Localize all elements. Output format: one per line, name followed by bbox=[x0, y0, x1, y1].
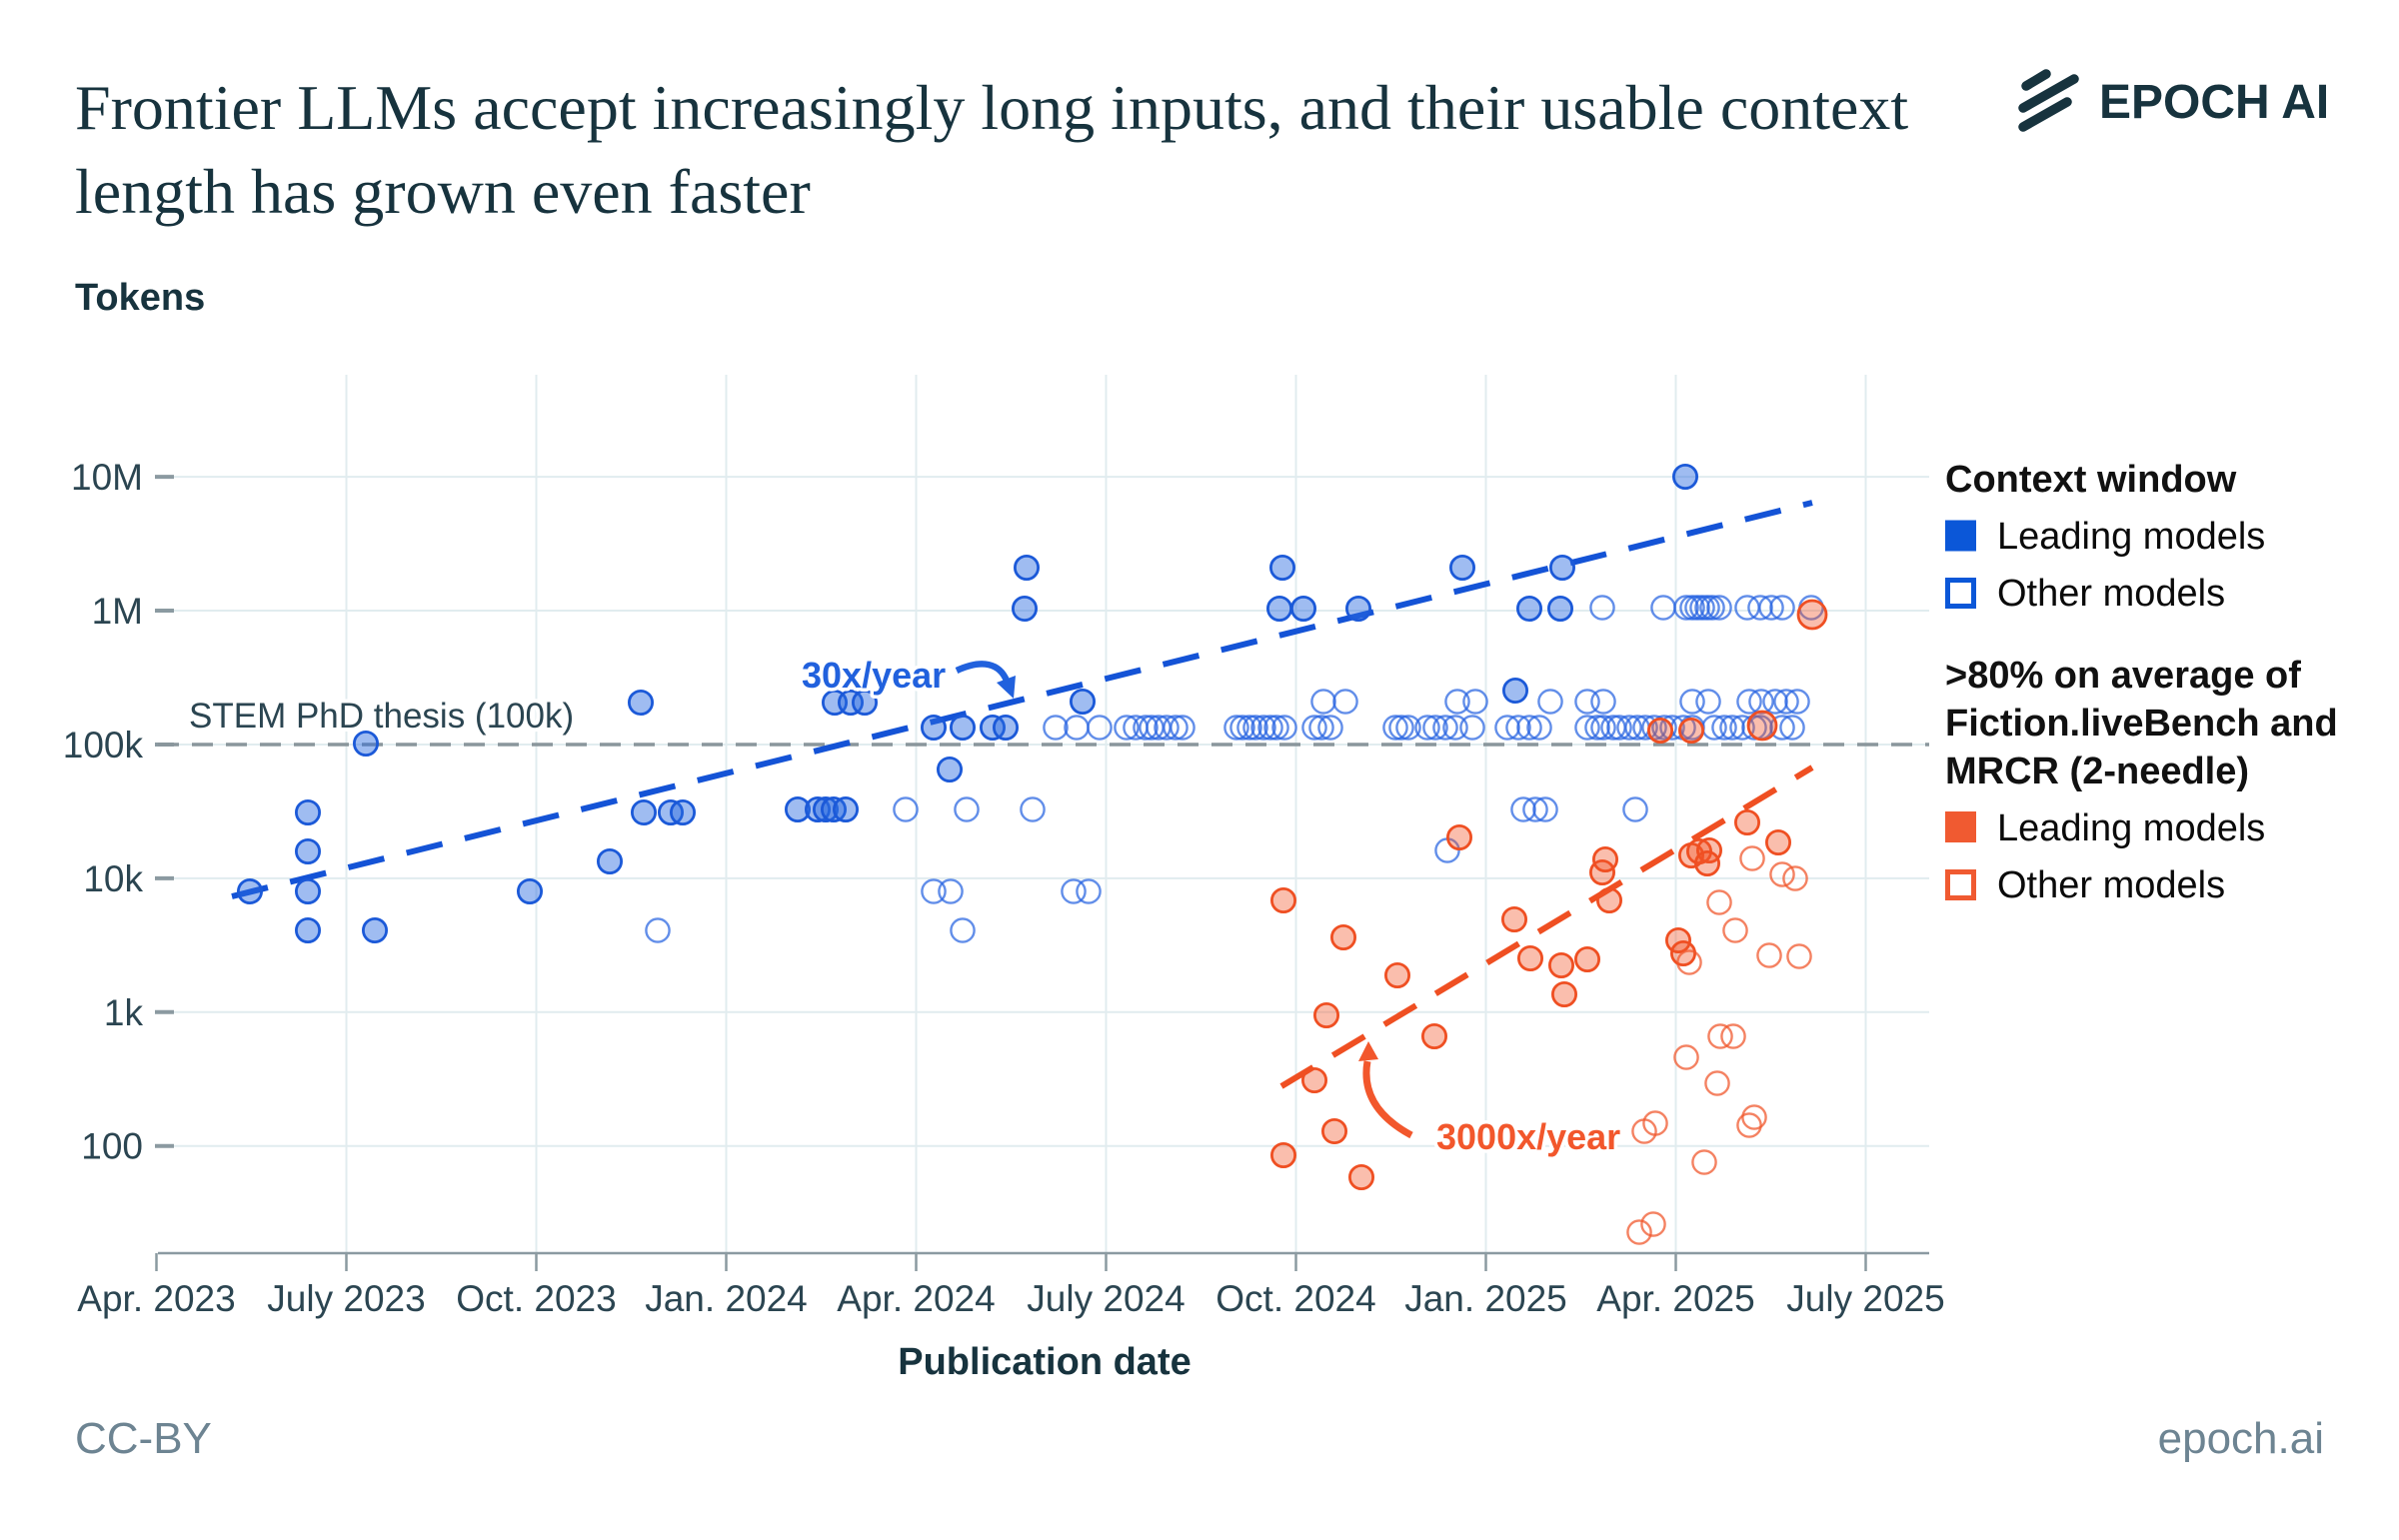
svg-text:Context window: Context window bbox=[1945, 459, 2237, 501]
svg-text:CC-BY: CC-BY bbox=[75, 1414, 212, 1463]
svg-text:Frontier LLMs accept increasin: Frontier LLMs accept increasingly long i… bbox=[75, 72, 1908, 143]
svg-text:>80% on average of: >80% on average of bbox=[1945, 655, 2301, 697]
svg-text:1k: 1k bbox=[104, 992, 144, 1033]
svg-text:1M: 1M bbox=[92, 591, 143, 632]
svg-text:Leading models: Leading models bbox=[1997, 807, 2265, 849]
svg-text:Apr. 2025: Apr. 2025 bbox=[1596, 1278, 1754, 1319]
svg-text:Other models: Other models bbox=[1997, 864, 2225, 906]
svg-text:Tokens: Tokens bbox=[75, 277, 205, 319]
svg-text:July 2025: July 2025 bbox=[1786, 1278, 1944, 1319]
svg-text:EPOCH AI: EPOCH AI bbox=[2099, 76, 2329, 129]
svg-text:10k: 10k bbox=[83, 858, 143, 899]
svg-text:STEM PhD thesis (100k): STEM PhD thesis (100k) bbox=[189, 697, 574, 736]
svg-text:10M: 10M bbox=[71, 457, 143, 498]
svg-text:Oct. 2024: Oct. 2024 bbox=[1215, 1278, 1375, 1319]
svg-text:length has grown even faster: length has grown even faster bbox=[75, 156, 811, 227]
svg-text:Jan. 2024: Jan. 2024 bbox=[645, 1278, 808, 1319]
svg-text:July 2023: July 2023 bbox=[267, 1278, 425, 1319]
svg-text:30x/year: 30x/year bbox=[802, 655, 946, 696]
svg-text:Other models: Other models bbox=[1997, 573, 2225, 615]
svg-text:100k: 100k bbox=[63, 725, 144, 766]
svg-text:July 2024: July 2024 bbox=[1027, 1278, 1185, 1319]
svg-text:Leading models: Leading models bbox=[1997, 516, 2265, 558]
svg-text:MRCR (2-needle): MRCR (2-needle) bbox=[1945, 751, 2249, 792]
svg-text:Apr. 2023: Apr. 2023 bbox=[77, 1278, 235, 1319]
svg-text:Jan. 2025: Jan. 2025 bbox=[1404, 1278, 1567, 1319]
svg-text:Publication date: Publication date bbox=[898, 1341, 1191, 1383]
svg-text:3000x/year: 3000x/year bbox=[1436, 1116, 1620, 1157]
svg-text:epoch.ai: epoch.ai bbox=[2158, 1414, 2324, 1463]
svg-text:100: 100 bbox=[81, 1126, 143, 1167]
svg-text:Apr. 2024: Apr. 2024 bbox=[837, 1278, 995, 1319]
svg-text:Fiction.liveBench and: Fiction.liveBench and bbox=[1945, 703, 2338, 745]
svg-text:Oct. 2023: Oct. 2023 bbox=[456, 1278, 616, 1319]
